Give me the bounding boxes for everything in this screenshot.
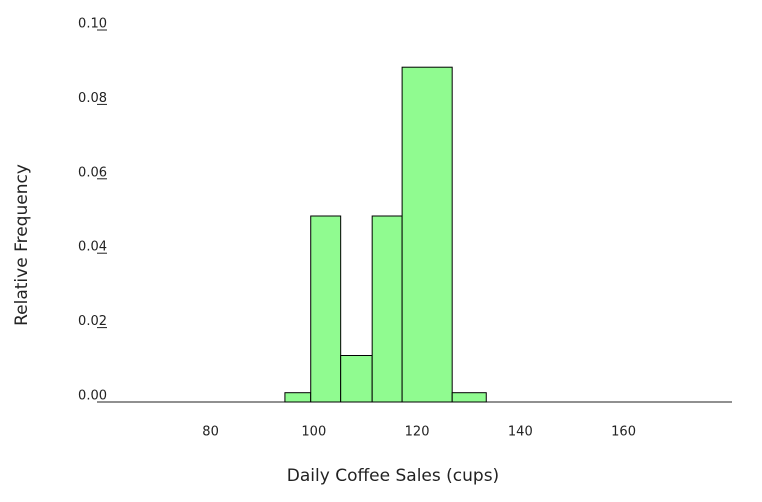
bar xyxy=(310,215,342,403)
bar xyxy=(451,392,487,403)
bar xyxy=(340,355,373,403)
bar xyxy=(371,215,403,403)
y-tick-label: 0.04 xyxy=(78,240,107,255)
y-tick-label: 0.10 xyxy=(78,17,107,32)
x-tick-label: 140 xyxy=(508,425,533,440)
x-tick-label: 120 xyxy=(405,425,430,440)
x-tick-label: 80 xyxy=(202,425,219,440)
y-axis-title: Relative Frequency xyxy=(12,164,32,326)
y-tick-label: 0.08 xyxy=(78,91,107,106)
x-tick-label: 100 xyxy=(301,425,326,440)
y-tick-label: 0.06 xyxy=(78,165,107,180)
x-axis-title: Daily Coffee Sales (cups) xyxy=(287,466,499,486)
y-tick-label: 0.02 xyxy=(78,314,107,329)
bar xyxy=(284,392,312,403)
bar xyxy=(401,66,453,403)
x-tick-label: 160 xyxy=(611,425,636,440)
y-tick-label: 0.00 xyxy=(78,389,107,404)
